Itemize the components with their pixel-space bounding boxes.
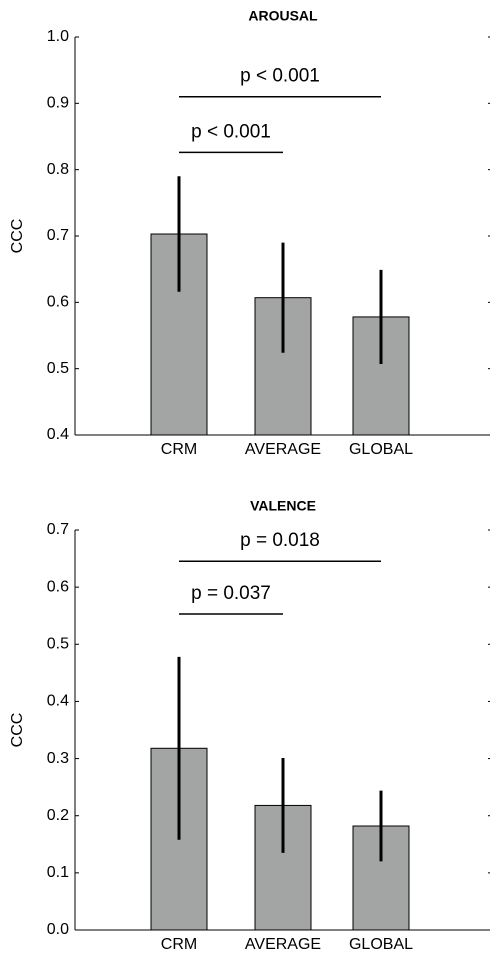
y-tick-label: 0.2 — [47, 807, 69, 824]
y-axis-label: CCC — [9, 219, 26, 254]
y-tick-label: 0.0 — [47, 921, 69, 938]
y-tick-label: 0.5 — [47, 360, 69, 377]
y-tick-label: 0.4 — [47, 426, 69, 443]
significance-label: p = 0.037 — [191, 583, 271, 604]
x-tick-label: AVERAGE — [245, 936, 321, 953]
x-tick-label: GLOBAL — [349, 936, 413, 953]
x-tick-label: AVERAGE — [245, 441, 321, 458]
y-tick-label: 0.6 — [47, 578, 69, 595]
significance-label: p < 0.001 — [191, 121, 271, 142]
y-tick-label: 0.8 — [47, 161, 69, 178]
chart-title: VALENCE — [250, 498, 316, 514]
y-tick-label: 0.6 — [47, 294, 69, 311]
chart-title: AROUSAL — [248, 8, 318, 24]
y-axis-label: CCC — [9, 713, 26, 748]
y-tick-label: 0.3 — [47, 750, 69, 767]
y-tick-label: 0.7 — [47, 521, 69, 538]
x-tick-label: CRM — [161, 441, 197, 458]
significance-label: p = 0.018 — [240, 530, 320, 551]
y-tick-label: 0.1 — [47, 864, 69, 881]
y-tick-label: 0.7 — [47, 227, 69, 244]
y-tick-label: 0.9 — [47, 95, 69, 112]
y-tick-label: 1.0 — [47, 28, 69, 45]
x-tick-label: GLOBAL — [349, 441, 413, 458]
y-tick-label: 0.4 — [47, 693, 69, 710]
significance-label: p < 0.001 — [240, 66, 320, 87]
y-tick-label: 0.5 — [47, 636, 69, 653]
x-tick-label: CRM — [161, 936, 197, 953]
